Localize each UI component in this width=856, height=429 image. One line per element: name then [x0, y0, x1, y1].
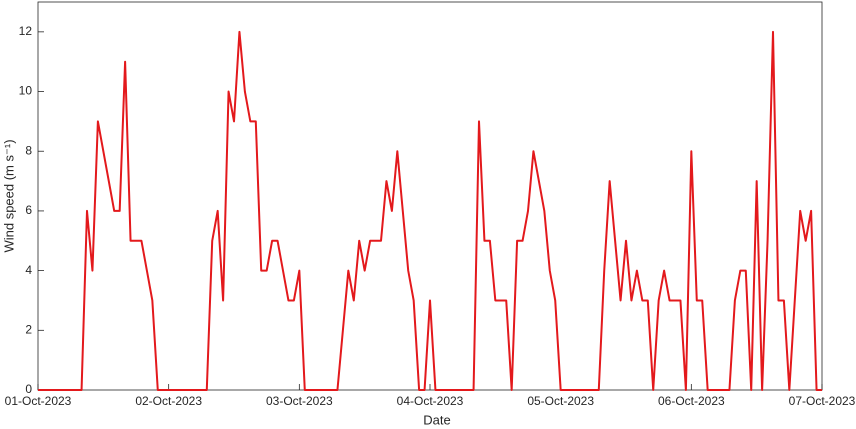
- y-tick-label: 6: [25, 203, 32, 217]
- y-axis-label: Wind speed (m s⁻¹): [1, 139, 16, 252]
- y-tick-label: 10: [19, 84, 33, 98]
- x-tick-label: 06-Oct-2023: [658, 394, 725, 408]
- line-series: [38, 30, 822, 391]
- x-axis-label: Date: [423, 412, 450, 427]
- x-tick-label: 01-Oct-2023: [5, 394, 72, 408]
- y-tick-label: 4: [25, 263, 32, 277]
- y-tick-label: 0: [25, 382, 32, 396]
- x-tick-label: 07-Oct-2023: [789, 394, 856, 408]
- y-tick-label: 8: [25, 143, 32, 157]
- x-tick-label: 04-Oct-2023: [397, 394, 464, 408]
- y-tick-label: 2: [25, 322, 32, 336]
- x-tick-label: 05-Oct-2023: [527, 394, 594, 408]
- x-tick-label: 03-Oct-2023: [266, 394, 333, 408]
- y-tick-label: 12: [19, 24, 33, 38]
- x-tick-label: 02-Oct-2023: [135, 394, 202, 408]
